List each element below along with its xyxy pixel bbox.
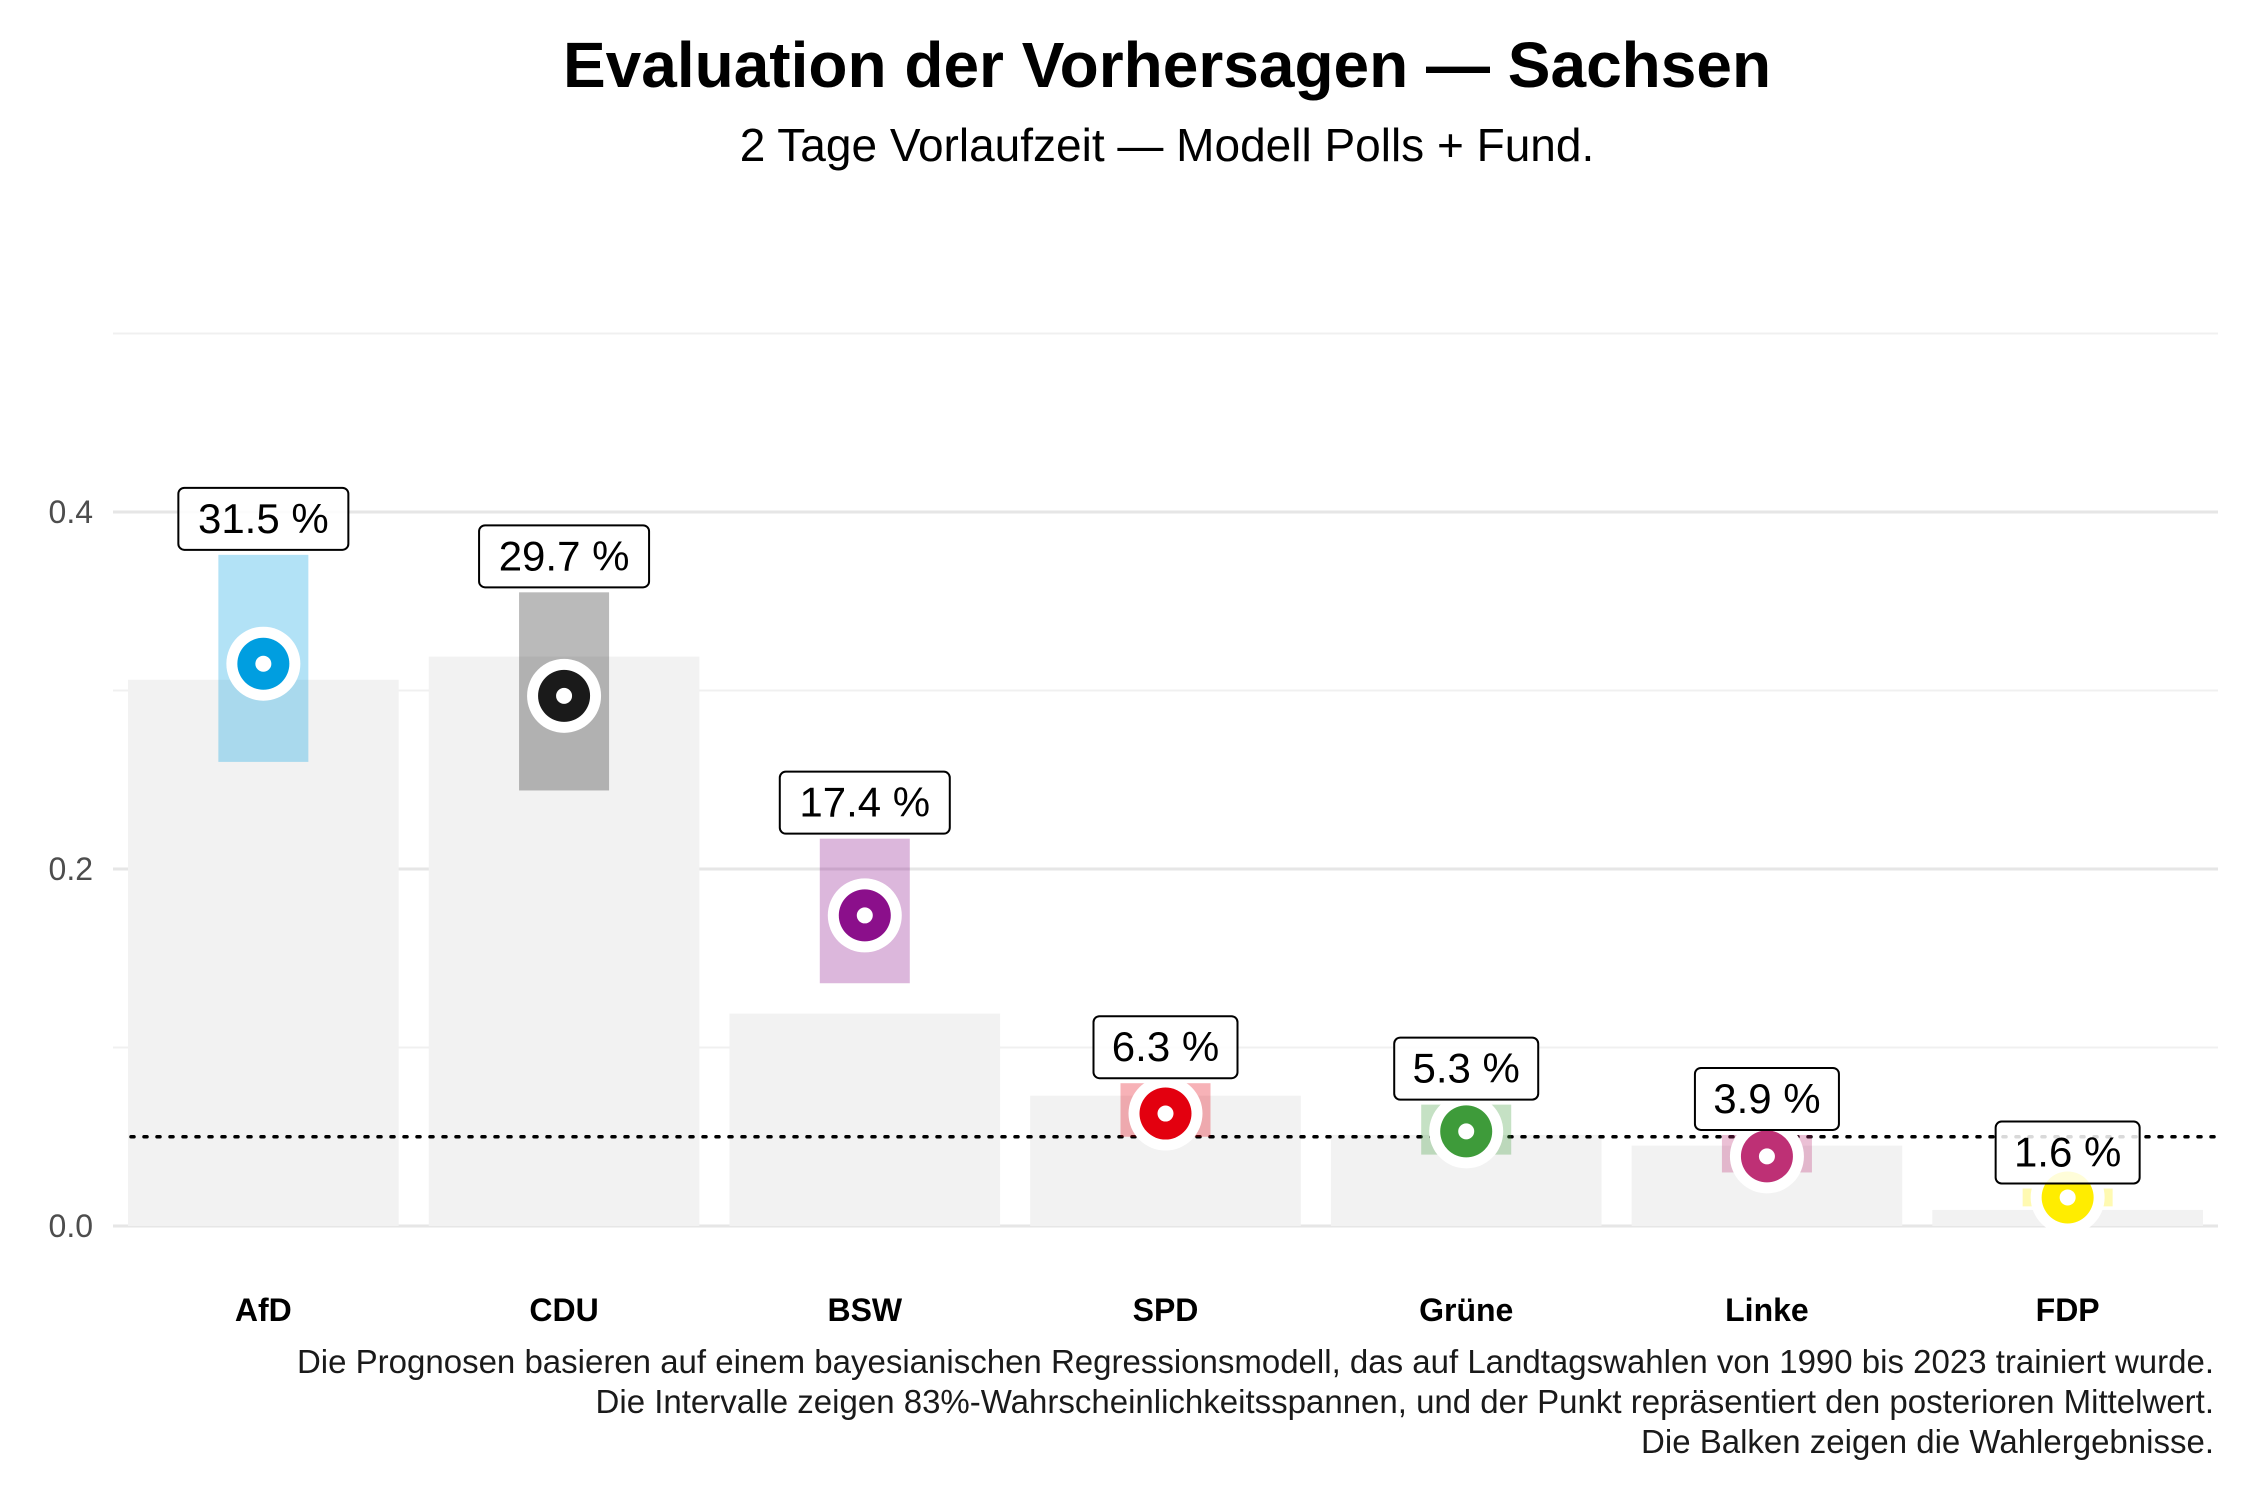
forecast-label-2: 17.4 % [799,779,930,826]
forecast-label-box-0 [177,486,350,551]
y-tick-label: 0.4 [49,494,93,530]
forecast-label-box-1 [478,524,651,589]
forecast-label-4: 5.3 % [1413,1045,1520,1092]
forecast-label-box-5 [1693,1066,1840,1131]
forecast-label-3: 6.3 % [1112,1023,1219,1070]
point-center-0 [255,655,272,672]
y-tick-label: 0.2 [49,851,93,887]
caption-line-3: Die Balken zeigen die Wahlergebnisse. [1641,1423,2214,1460]
caption-line-2: Die Intervalle zeigen 83%-Wahrscheinlich… [595,1383,2214,1420]
forecast-label-box-2 [778,770,951,835]
x-category-label-6: FDP [2036,1292,2100,1328]
point-center-5 [1758,1148,1775,1165]
x-category-label-5: Linke [1725,1292,1809,1328]
point-center-2 [856,907,873,924]
y-tick-label: 0.0 [49,1208,93,1244]
forecast-label-0: 31.5 % [198,495,329,542]
point-center-1 [556,687,573,704]
chart-subtitle: 2 Tage Vorlaufzeit — Modell Polls + Fund… [739,119,1595,171]
x-category-label-4: Grüne [1419,1292,1513,1328]
x-category-label-0: AfD [235,1292,292,1328]
x-category-label-3: SPD [1133,1292,1199,1328]
x-category-label-1: CDU [529,1292,598,1328]
axis-labels: 0.0 0.2 0.4 AfD CDU BSW SPD Grüne Linke FDP [49,494,2100,1328]
result-bars [128,656,2203,1226]
x-category-label-2: BSW [827,1292,902,1328]
point-center-3 [1157,1105,1174,1122]
caption: Die Prognosen basieren auf einem bayesia… [297,1342,2214,1462]
result-bar-2 [729,1013,1001,1226]
result-bar-0 [128,679,399,1226]
caption-line-1: Die Prognosen basieren auf einem bayesia… [296,1343,2214,1380]
forecast-label-box-4 [1393,1036,1540,1101]
result-bar-1 [428,656,700,1226]
forecast-label-box-6 [1994,1120,2141,1185]
forecast-label-box-3 [1092,1015,1239,1080]
forecast-label-6: 1.6 % [2014,1129,2121,1176]
forecast-label-5: 3.9 % [1713,1075,1820,1122]
forecast-labels: 31.5 % 29.7 % 17.4 % 6.3 % 5.3 % 3.9 % 1.6 % [177,486,2141,1185]
point-center-6 [2059,1189,2076,1206]
forecast-label-1: 29.7 % [499,532,630,579]
chart-title: Evaluation der Vorhersagen — Sachsen [562,29,1772,101]
point-center-4 [1458,1123,1475,1140]
